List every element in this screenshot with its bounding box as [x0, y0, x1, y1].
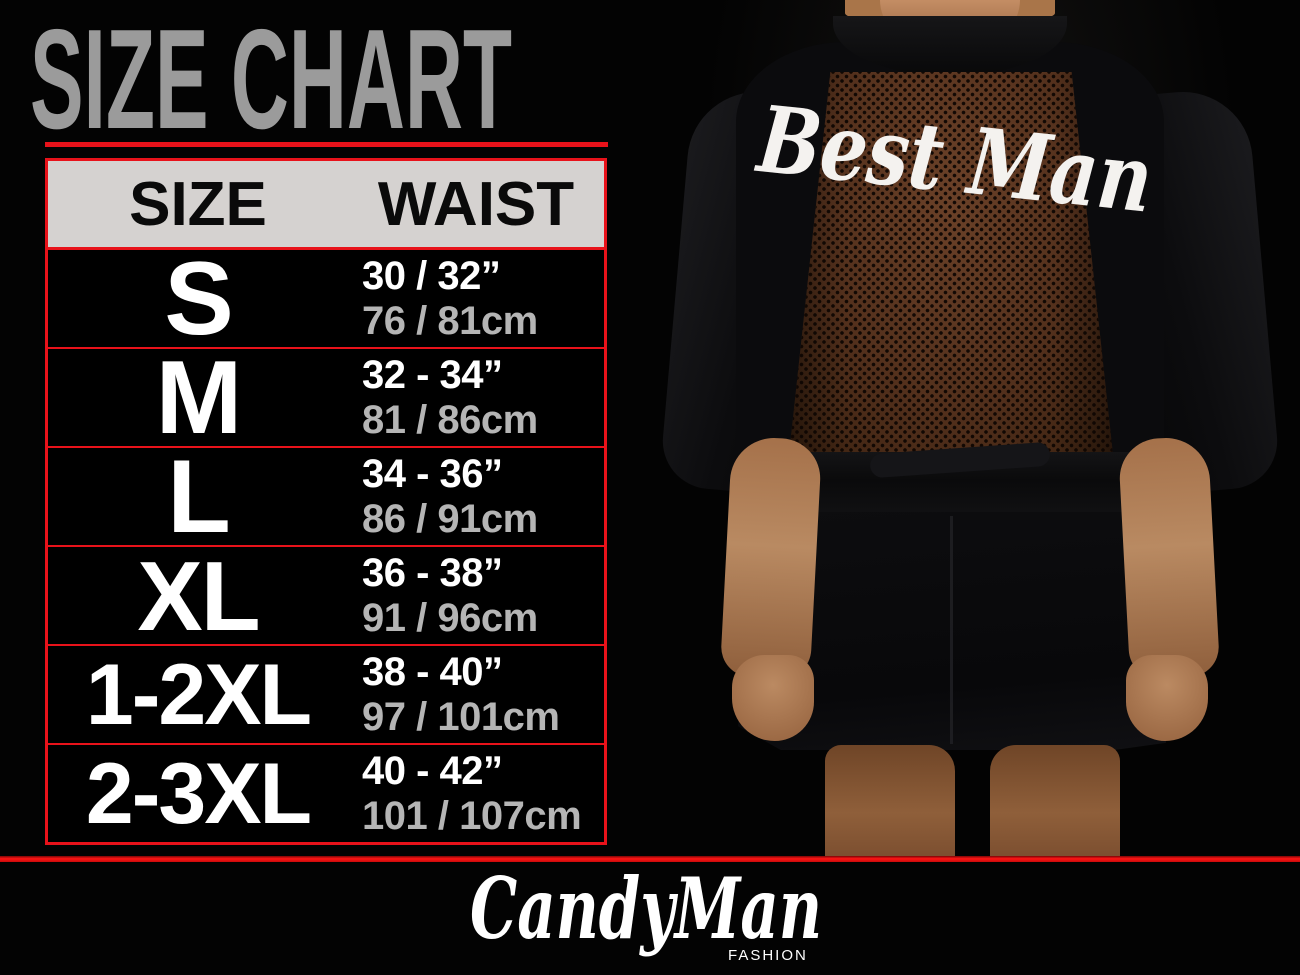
size-value: S	[164, 240, 233, 357]
table-row-xl: XL 36 - 38” 91 / 96cm	[48, 547, 604, 646]
header-size: SIZE	[129, 169, 267, 239]
brand-logo-subtext: FASHION	[728, 947, 808, 964]
waist-cell: 36 - 38” 91 / 96cm	[348, 547, 604, 644]
waist-cell: 34 - 36” 86 / 91cm	[348, 448, 604, 545]
size-table-header: SIZE WAIST	[48, 161, 604, 250]
table-row-2-3xl: 2-3XL 40 - 42” 101 / 107cm	[48, 745, 604, 842]
waist-cm: 91 / 96cm	[362, 595, 538, 640]
garment-print-text: Best Man	[751, 85, 1158, 234]
robe-mesh-back-panel	[788, 72, 1114, 464]
size-value: M	[155, 339, 243, 456]
model-forearm-left	[719, 435, 823, 681]
model-hand-left	[732, 655, 814, 741]
robe-skirt-crease	[950, 516, 953, 744]
table-row-l: L 34 - 36” 86 / 91cm	[48, 438, 604, 555]
waist-inches: 38 - 40”	[362, 649, 503, 694]
model-hand-right	[1126, 655, 1208, 741]
size-value: XL	[137, 540, 260, 651]
waist-inches: 36 - 38”	[362, 550, 503, 595]
product-photo: Best Man	[640, 0, 1300, 858]
table-row-1-2xl: 1-2XL 38 - 40” 97 / 101cm	[48, 646, 604, 745]
size-value: 1-2XL	[85, 646, 312, 743]
waist-cm: 97 / 101cm	[362, 694, 560, 739]
size-value: L	[167, 438, 231, 555]
table-row-s: S 30 / 32” 76 / 81cm	[48, 240, 604, 357]
waist-inches: 30 / 32”	[362, 253, 501, 298]
brand-logo: CandyMan FASHION	[470, 862, 822, 964]
waist-inches: 32 - 34”	[362, 352, 503, 397]
waist-inches: 40 - 42”	[362, 748, 503, 793]
model-leg-right	[990, 745, 1120, 858]
header-waist: WAIST	[377, 169, 575, 239]
waist-cell: 38 - 40” 97 / 101cm	[348, 646, 604, 743]
garment-print: Best Man	[751, 85, 1158, 234]
waist-cm: 81 / 86cm	[362, 397, 538, 442]
table-row-m: M 32 - 34” 81 / 86cm	[48, 339, 604, 456]
size-table: SIZE WAIST S 30 / 32” 76 / 81cm M 32 - 3…	[45, 158, 607, 845]
waist-cell: 30 / 32” 76 / 81cm	[348, 250, 604, 347]
waist-cell: 40 - 42” 101 / 107cm	[348, 745, 604, 842]
waist-inches: 34 - 36”	[362, 451, 503, 496]
brand-logo-text: CandyMan	[470, 862, 822, 958]
size-value: 2-3XL	[85, 745, 312, 842]
waist-cm: 76 / 81cm	[362, 298, 538, 343]
waist-cm: 101 / 107cm	[362, 793, 582, 838]
waist-cm: 86 / 91cm	[362, 496, 538, 541]
page-title-text: SIZE CHART	[30, 24, 512, 149]
page-title: SIZE CHART	[30, 24, 512, 149]
title-underline	[45, 142, 608, 147]
model-leg-left	[825, 745, 955, 858]
footer-divider-line	[0, 856, 1300, 862]
waist-cell: 32 - 34” 81 / 86cm	[348, 349, 604, 446]
model-forearm-right	[1117, 435, 1221, 681]
